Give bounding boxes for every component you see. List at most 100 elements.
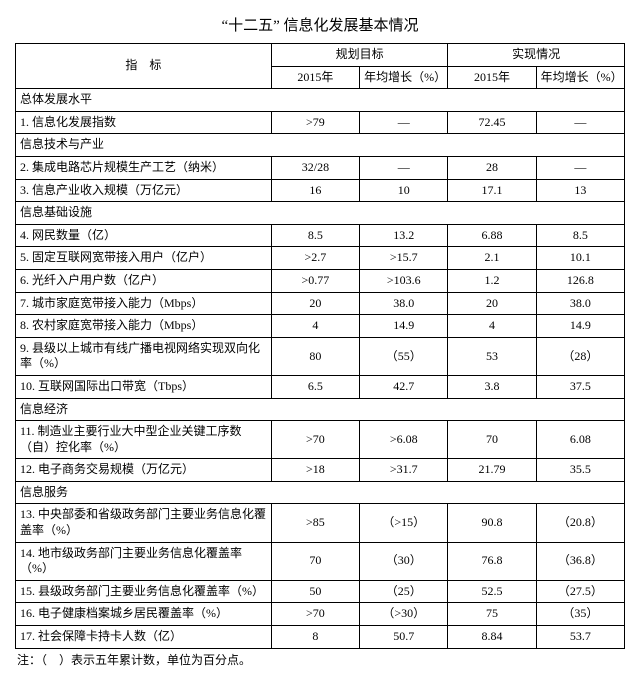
indicator-cell: 7. 城市家庭宽带接入能力（Mbps） xyxy=(16,292,272,315)
indicator-cell: 2. 集成电路芯片规模生产工艺（纳米） xyxy=(16,156,272,179)
indicator-cell: 11. 制造业主要行业大中型企业关键工序数（自）控化率（%） xyxy=(16,421,272,459)
section-header: 总体发展水平 xyxy=(16,89,625,112)
actual-2015-cell: 72.45 xyxy=(448,111,536,134)
table-row: 9. 县级以上城市有线广播电视网络实现双向化率（%）80（55）53（28） xyxy=(16,337,625,375)
actual-2015-cell: 53 xyxy=(448,337,536,375)
plan-2015-cell: 6.5 xyxy=(271,375,359,398)
plan-2015-cell: >79 xyxy=(271,111,359,134)
data-table: 指 标 规划目标 实现情况 2015年 年均增长（%） 2015年 年均增长（%… xyxy=(15,43,625,649)
plan-2015-cell: >85 xyxy=(271,504,359,542)
actual-2015-cell: 20 xyxy=(448,292,536,315)
table-row: 13. 中央部委和省级政务部门主要业务信息化覆盖率（%）>85（>15）90.8… xyxy=(16,504,625,542)
table-header: 指 标 规划目标 实现情况 2015年 年均增长（%） 2015年 年均增长（%… xyxy=(16,44,625,89)
section-name: 信息技术与产业 xyxy=(16,134,625,157)
indicator-cell: 16. 电子健康档案城乡居民覆盖率（%） xyxy=(16,603,272,626)
table-body: 总体发展水平1. 信息化发展指数>79—72.45—信息技术与产业2. 集成电路… xyxy=(16,89,625,648)
indicator-cell: 13. 中央部委和省级政务部门主要业务信息化覆盖率（%） xyxy=(16,504,272,542)
plan-2015-cell: >2.7 xyxy=(271,247,359,270)
plan-growth-cell: >31.7 xyxy=(360,459,448,482)
actual-2015-cell: 17.1 xyxy=(448,179,536,202)
header-actual-year: 2015年 xyxy=(448,66,536,89)
plan-2015-cell: 50 xyxy=(271,580,359,603)
indicator-cell: 9. 县级以上城市有线广播电视网络实现双向化率（%） xyxy=(16,337,272,375)
section-header: 信息服务 xyxy=(16,481,625,504)
actual-2015-cell: 6.88 xyxy=(448,224,536,247)
header-indicator: 指 标 xyxy=(16,44,272,89)
indicator-cell: 17. 社会保障卡持卡人数（亿） xyxy=(16,626,272,649)
actual-growth-cell: 38.0 xyxy=(536,292,624,315)
footnote: 注：（ ）表示五年累计数，单位为百分点。 xyxy=(15,651,625,668)
plan-growth-cell: （30） xyxy=(360,542,448,580)
actual-2015-cell: 3.8 xyxy=(448,375,536,398)
actual-growth-cell: 37.5 xyxy=(536,375,624,398)
plan-growth-cell: 38.0 xyxy=(360,292,448,315)
section-name: 信息经济 xyxy=(16,398,625,421)
actual-growth-cell: — xyxy=(536,111,624,134)
table-row: 11. 制造业主要行业大中型企业关键工序数（自）控化率（%）>70>6.0870… xyxy=(16,421,625,459)
table-row: 2. 集成电路芯片规模生产工艺（纳米）32/28—28— xyxy=(16,156,625,179)
actual-2015-cell: 28 xyxy=(448,156,536,179)
plan-growth-cell: >103.6 xyxy=(360,269,448,292)
header-plan: 规划目标 xyxy=(271,44,448,67)
indicator-cell: 8. 农村家庭宽带接入能力（Mbps） xyxy=(16,315,272,338)
plan-growth-cell: 14.9 xyxy=(360,315,448,338)
header-plan-growth: 年均增长（%） xyxy=(360,66,448,89)
indicator-cell: 12. 电子商务交易规模（万亿元） xyxy=(16,459,272,482)
section-name: 总体发展水平 xyxy=(16,89,625,112)
actual-growth-cell: 10.1 xyxy=(536,247,624,270)
plan-2015-cell: 4 xyxy=(271,315,359,338)
actual-growth-cell: 14.9 xyxy=(536,315,624,338)
table-row: 8. 农村家庭宽带接入能力（Mbps）414.9414.9 xyxy=(16,315,625,338)
indicator-cell: 5. 固定互联网宽带接入用户（亿户） xyxy=(16,247,272,270)
plan-growth-cell: 42.7 xyxy=(360,375,448,398)
plan-2015-cell: 70 xyxy=(271,542,359,580)
plan-2015-cell: 16 xyxy=(271,179,359,202)
page-title: “十二五” 信息化发展基本情况 xyxy=(15,14,625,35)
actual-2015-cell: 90.8 xyxy=(448,504,536,542)
indicator-cell: 4. 网民数量（亿） xyxy=(16,224,272,247)
table-row: 7. 城市家庭宽带接入能力（Mbps）2038.02038.0 xyxy=(16,292,625,315)
actual-growth-cell: （28） xyxy=(536,337,624,375)
actual-2015-cell: 70 xyxy=(448,421,536,459)
actual-2015-cell: 21.79 xyxy=(448,459,536,482)
table-row: 3. 信息产业收入规模（万亿元）161017.113 xyxy=(16,179,625,202)
table-row: 1. 信息化发展指数>79—72.45— xyxy=(16,111,625,134)
plan-2015-cell: 8.5 xyxy=(271,224,359,247)
table-row: 4. 网民数量（亿）8.513.26.888.5 xyxy=(16,224,625,247)
table-row: 6. 光纤入户用户数（亿户）>0.77>103.61.2126.8 xyxy=(16,269,625,292)
section-header: 信息技术与产业 xyxy=(16,134,625,157)
plan-growth-cell: 10 xyxy=(360,179,448,202)
actual-growth-cell: （36.8） xyxy=(536,542,624,580)
actual-2015-cell: 2.1 xyxy=(448,247,536,270)
actual-growth-cell: 6.08 xyxy=(536,421,624,459)
actual-2015-cell: 1.2 xyxy=(448,269,536,292)
plan-growth-cell: （>30） xyxy=(360,603,448,626)
actual-growth-cell: 35.5 xyxy=(536,459,624,482)
plan-growth-cell: （>15） xyxy=(360,504,448,542)
actual-growth-cell: （27.5） xyxy=(536,580,624,603)
table-row: 15. 县级政务部门主要业务信息化覆盖率（%）50（25）52.5（27.5） xyxy=(16,580,625,603)
actual-2015-cell: 75 xyxy=(448,603,536,626)
plan-2015-cell: >0.77 xyxy=(271,269,359,292)
plan-2015-cell: 20 xyxy=(271,292,359,315)
indicator-cell: 3. 信息产业收入规模（万亿元） xyxy=(16,179,272,202)
actual-growth-cell: 13 xyxy=(536,179,624,202)
section-name: 信息服务 xyxy=(16,481,625,504)
header-actual-growth: 年均增长（%） xyxy=(536,66,624,89)
section-header: 信息基础设施 xyxy=(16,202,625,225)
plan-growth-cell: （25） xyxy=(360,580,448,603)
header-plan-year: 2015年 xyxy=(271,66,359,89)
table-row: 16. 电子健康档案城乡居民覆盖率（%）>70（>30）75（35） xyxy=(16,603,625,626)
actual-growth-cell: — xyxy=(536,156,624,179)
plan-2015-cell: 8 xyxy=(271,626,359,649)
plan-2015-cell: >70 xyxy=(271,421,359,459)
header-actual: 实现情况 xyxy=(448,44,625,67)
plan-growth-cell: >6.08 xyxy=(360,421,448,459)
table-row: 17. 社会保障卡持卡人数（亿）850.78.8453.7 xyxy=(16,626,625,649)
section-header: 信息经济 xyxy=(16,398,625,421)
actual-2015-cell: 4 xyxy=(448,315,536,338)
plan-growth-cell: 50.7 xyxy=(360,626,448,649)
actual-growth-cell: （35） xyxy=(536,603,624,626)
plan-2015-cell: 32/28 xyxy=(271,156,359,179)
section-name: 信息基础设施 xyxy=(16,202,625,225)
